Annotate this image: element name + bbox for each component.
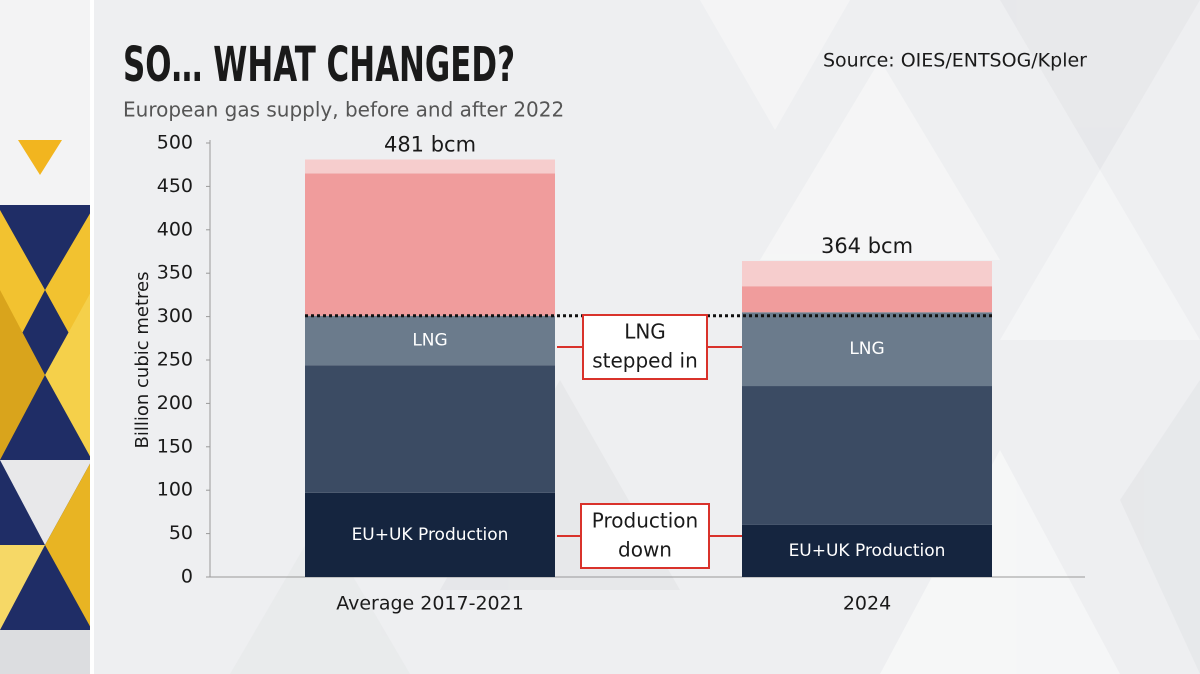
- y-tick-label: 300: [157, 305, 193, 327]
- total-label: 364 bcm: [821, 234, 913, 258]
- x-tick-label: 2024: [843, 593, 891, 615]
- y-tick-label: 50: [169, 522, 193, 544]
- y-tick-label: 100: [157, 479, 193, 501]
- y-tick-label: 450: [157, 175, 193, 197]
- callout-text: LNG: [624, 320, 666, 344]
- y-tick-label: 350: [157, 262, 193, 284]
- left-strip: [0, 0, 94, 674]
- bar-segment: [742, 524, 992, 577]
- bar-segment: [305, 159, 555, 174]
- chart-subtitle: European gas supply, before and after 20…: [123, 98, 564, 122]
- total-label: 481 bcm: [384, 132, 476, 156]
- segment-label: LNG: [849, 339, 884, 359]
- bar-segment: [742, 261, 992, 287]
- bar-segment: [742, 312, 992, 387]
- segment-label: EU+UK Production: [352, 525, 509, 545]
- callout-text: Production: [592, 509, 698, 533]
- y-tick-label: 400: [157, 218, 193, 240]
- callout-text: stepped in: [592, 349, 698, 373]
- bar-segment: [305, 173, 555, 316]
- source: Source: OIES/ENTSOG/Kpler: [823, 50, 1087, 72]
- bar-segment: [742, 386, 992, 525]
- callout-text: down: [618, 538, 672, 562]
- callout-box: [580, 503, 710, 569]
- callout-box: [582, 314, 708, 380]
- decor-triangles: [230, 0, 1200, 674]
- y-axis-label: Billion cubic metres: [132, 272, 153, 449]
- bar-segment: [305, 492, 555, 577]
- y-tick-label: 150: [157, 435, 193, 457]
- y-tick-label: 500: [157, 132, 193, 154]
- y-tick-label: 0: [181, 566, 193, 588]
- segment-label: LNG: [412, 330, 447, 350]
- bar-segment: [742, 286, 992, 313]
- y-tick-label: 250: [157, 349, 193, 371]
- bar-segment: [305, 315, 555, 366]
- bar-segment: [305, 365, 555, 493]
- segment-label: EU+UK Production: [789, 541, 946, 561]
- x-tick-label: Average 2017-2021: [336, 593, 524, 615]
- chart-title: SO… WHAT CHANGED?: [123, 37, 515, 93]
- y-tick-label: 200: [157, 392, 193, 414]
